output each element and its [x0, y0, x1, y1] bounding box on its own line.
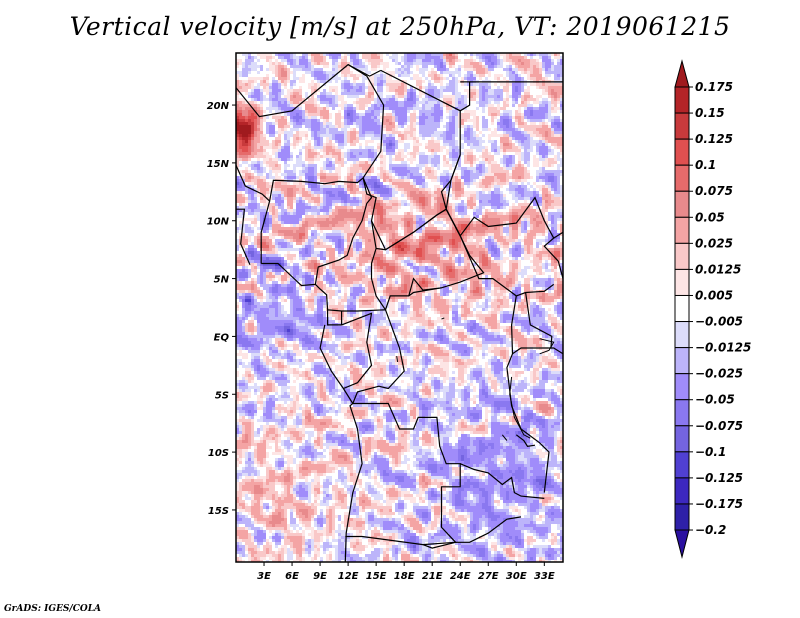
colorbar-label: −0.005	[695, 315, 743, 329]
colorbar-label: −0.175	[695, 497, 743, 511]
colorbar-swatch	[674, 164, 690, 192]
country-border	[260, 200, 271, 264]
x-axis: 3E 6E 9E 12E 15E 18E 21E 24E 27E 30E 33E	[257, 562, 555, 582]
country-border	[459, 463, 545, 499]
country-borders	[236, 63, 563, 562]
country-border	[445, 154, 563, 279]
country-border	[352, 309, 405, 404]
x-tick-label: 3E	[257, 571, 271, 582]
lake-outline	[509, 376, 531, 439]
lake-outline	[501, 434, 508, 441]
colorbar-swatch	[674, 399, 690, 427]
country-border	[345, 402, 461, 546]
x-tick-label: 6E	[285, 571, 299, 582]
colorbar-swatch	[674, 112, 690, 140]
country-border	[362, 69, 461, 251]
y-axis: 20N 15N 10N 5N EQ 5S 10S 15S	[207, 101, 236, 517]
colorbar-swatch	[674, 321, 690, 349]
colorbar-label: 0.0125	[695, 262, 741, 276]
lake-outline	[441, 317, 445, 320]
colorbar-swatch	[674, 503, 690, 531]
colorbar-label: −0.05	[695, 393, 735, 407]
country-border	[515, 434, 536, 447]
country-border	[341, 312, 373, 390]
colorbar-label: −0.1	[695, 445, 726, 459]
plot-frame	[235, 52, 564, 563]
colorbar-label: 0.125	[695, 132, 733, 146]
x-tick-label: 12E	[338, 571, 359, 582]
colorbar-label: −0.125	[695, 471, 743, 485]
country-border	[236, 63, 382, 118]
colorbar-label: 0.025	[695, 236, 733, 250]
colorbar-label: −0.075	[695, 419, 743, 433]
colorbar-label: 0.075	[695, 184, 733, 198]
x-tick-label: 33E	[534, 571, 555, 582]
colorbar-label: 0.175	[695, 80, 733, 94]
colorbar-label: −0.0125	[695, 341, 751, 355]
country-border	[550, 347, 563, 355]
chart-title: Vertical velocity [m/s] at 250hPa, VT: 2…	[69, 12, 731, 41]
colorbar-bottom-arrow	[674, 529, 690, 560]
colorbar-swatch	[674, 268, 690, 296]
x-tick-label: 9E	[313, 571, 327, 582]
grads-credit: GrADS: IGES/COLA	[4, 604, 102, 614]
colorbar-label: −0.025	[695, 367, 743, 381]
colorbar-swatch	[674, 347, 690, 375]
y-tick-label: EQ	[214, 332, 230, 343]
lake-outline	[396, 356, 399, 362]
y-tick-label: 10N	[207, 217, 230, 228]
colorbar-swatch	[674, 216, 690, 244]
country-border	[261, 262, 386, 312]
colorbar-swatch	[674, 451, 690, 479]
y-tick-label: 5N	[214, 275, 230, 286]
x-tick-label: 24E	[450, 571, 471, 582]
colorbar-swatch	[674, 242, 690, 270]
colorbar-label: 0.1	[695, 158, 716, 172]
x-tick-label: 18E	[394, 571, 415, 582]
vertical-velocity-field	[236, 53, 563, 562]
x-tick-label: 15E	[366, 571, 387, 582]
colorbar-label: 0.005	[695, 288, 733, 302]
y-tick-label: 5S	[215, 390, 229, 401]
x-tick-label: 21E	[422, 571, 443, 582]
country-border	[445, 208, 555, 297]
colorbar-label: 0.15	[695, 106, 725, 120]
colorbar: 0.175 0.15 0.125 0.1 0.075 0.05 0.025 0.0125 0.0…	[674, 59, 751, 560]
colorbar-swatch	[674, 373, 690, 401]
country-border	[370, 208, 485, 312]
country-border	[319, 324, 363, 562]
country-border	[553, 231, 563, 239]
y-tick-label: 15N	[207, 159, 230, 170]
colorbar-swatch	[674, 425, 690, 453]
lake-outline	[539, 338, 555, 355]
colorbar-label: −0.2	[695, 523, 726, 537]
country-border	[422, 516, 522, 549]
y-tick-label: 15S	[208, 506, 229, 517]
colorbar-swatch	[674, 138, 690, 166]
colorbar-swatch	[674, 294, 690, 323]
country-border	[506, 295, 550, 493]
x-tick-label: 27E	[478, 571, 499, 582]
country-border	[408, 277, 442, 297]
colorbar-label: 0.05	[695, 210, 725, 224]
country-border	[512, 292, 553, 355]
colorbar-swatch	[674, 190, 690, 218]
country-border	[459, 81, 471, 112]
country-border	[327, 309, 343, 326]
y-tick-label: 20N	[207, 101, 230, 112]
x-tick-label: 30E	[506, 571, 527, 582]
country-border	[236, 64, 385, 203]
country-border	[236, 208, 251, 265]
colorbar-top-arrow	[674, 59, 690, 88]
colorbar-swatch	[674, 86, 690, 114]
country-border	[314, 177, 373, 285]
colorbar-swatch	[674, 477, 690, 505]
y-tick-label: 10S	[208, 448, 229, 459]
